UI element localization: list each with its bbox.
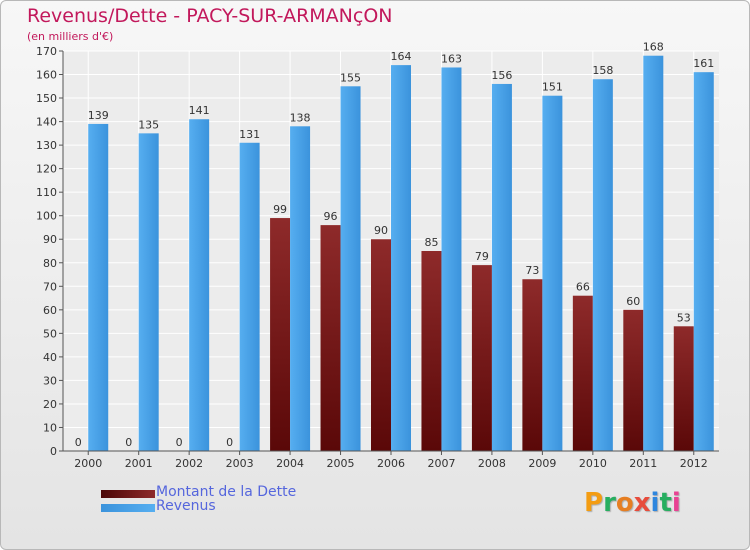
y-tick-label: 30 xyxy=(43,374,57,387)
chart-title: Revenus/Dette - PACY-SUR-ARMANçON xyxy=(27,5,393,27)
bar-revenus xyxy=(542,95,563,452)
data-label-revenus: 161 xyxy=(693,57,714,70)
data-label-revenus: 151 xyxy=(542,81,563,94)
data-label-revenus: 155 xyxy=(340,71,361,84)
x-tick-label: 2007 xyxy=(427,457,455,470)
bar-revenus xyxy=(340,86,361,451)
data-label-dette: 0 xyxy=(176,436,183,449)
y-tick-label: 60 xyxy=(43,304,57,317)
y-tick-label: 90 xyxy=(43,233,57,246)
y-tick-label: 140 xyxy=(36,116,57,129)
bar-revenus xyxy=(441,67,462,452)
data-label-dette: 0 xyxy=(75,436,82,449)
x-tick-label: 2012 xyxy=(680,457,708,470)
data-label-revenus: 156 xyxy=(491,69,512,82)
data-label-dette: 66 xyxy=(576,281,590,294)
x-tick-label: 2001 xyxy=(125,457,153,470)
bar-dette xyxy=(421,251,442,451)
data-label-dette: 85 xyxy=(424,236,438,249)
y-tick-label: 170 xyxy=(36,45,57,58)
y-tick-label: 130 xyxy=(36,139,57,152)
y-tick-label: 10 xyxy=(43,421,57,434)
bar-dette xyxy=(320,225,341,451)
logo-letter: i xyxy=(671,488,681,518)
bar-revenus xyxy=(88,123,109,452)
legend-label-dette: Montant de la Dette xyxy=(156,484,297,500)
x-tick-label: 2005 xyxy=(327,457,355,470)
legend-swatch-revenus xyxy=(101,504,155,512)
data-label-revenus: 168 xyxy=(643,41,664,54)
data-label-dette: 90 xyxy=(374,224,388,237)
data-label-dette: 60 xyxy=(626,295,640,308)
data-label-dette: 53 xyxy=(677,311,691,324)
y-tick-label: 100 xyxy=(36,210,57,223)
bar-dette xyxy=(572,295,593,451)
bar-dette xyxy=(623,309,644,451)
data-label-dette: 96 xyxy=(324,210,338,223)
y-tick-label: 110 xyxy=(36,186,57,199)
data-label-revenus: 135 xyxy=(138,118,159,131)
bar-revenus xyxy=(290,126,311,451)
x-tick-label: 2004 xyxy=(276,457,304,470)
chart-subtitle: (en milliers d'€) xyxy=(27,30,114,43)
data-label-revenus: 163 xyxy=(441,52,462,65)
bar-revenus xyxy=(138,133,159,451)
y-tick-label: 20 xyxy=(43,398,57,411)
bar-revenus xyxy=(491,83,512,452)
x-tick-label: 2002 xyxy=(175,457,203,470)
bar-revenus xyxy=(592,79,613,451)
data-label-dette: 0 xyxy=(226,436,233,449)
bar-dette xyxy=(270,218,291,451)
bar-dette xyxy=(673,326,694,451)
bar-revenus xyxy=(643,55,664,452)
bar-revenus xyxy=(391,65,411,451)
logo-letter: i xyxy=(650,488,660,518)
data-label-revenus: 141 xyxy=(189,104,210,117)
y-tick-label: 150 xyxy=(36,92,57,105)
x-tick-label: 2008 xyxy=(478,457,506,470)
x-tick-label: 2000 xyxy=(74,457,102,470)
data-label-dette: 0 xyxy=(125,436,132,449)
x-tick-label: 2010 xyxy=(579,457,607,470)
x-tick-label: 2006 xyxy=(377,457,405,470)
logo-letter: r xyxy=(603,488,616,518)
x-tick-label: 2003 xyxy=(226,457,254,470)
y-tick-label: 50 xyxy=(43,327,57,340)
legend-label-revenus: Revenus xyxy=(156,498,216,514)
bar-revenus xyxy=(189,119,210,451)
bar-revenus xyxy=(693,72,714,452)
data-label-dette: 79 xyxy=(475,250,489,263)
proxiti-logo: Proxiti xyxy=(584,488,681,518)
logo-letter: o xyxy=(615,488,634,518)
data-label-revenus: 139 xyxy=(88,109,109,122)
y-tick-label: 120 xyxy=(36,163,57,176)
data-label-revenus: 158 xyxy=(592,64,613,77)
data-label-revenus: 131 xyxy=(239,128,260,141)
y-tick-label: 40 xyxy=(43,351,57,364)
data-label-dette: 99 xyxy=(273,203,287,216)
bar-dette xyxy=(522,279,543,451)
x-tick-label: 2009 xyxy=(528,457,556,470)
x-tick-label: 2011 xyxy=(629,457,657,470)
data-label-revenus: 164 xyxy=(391,50,412,63)
bar-revenus xyxy=(239,142,260,451)
y-tick-label: 160 xyxy=(36,69,57,82)
legend-swatch-dette xyxy=(101,490,155,498)
y-tick-label: 80 xyxy=(43,257,57,270)
data-label-revenus: 138 xyxy=(290,111,311,124)
logo-letter: x xyxy=(633,488,651,518)
bar-dette xyxy=(471,265,492,451)
logo-letter: t xyxy=(659,488,672,518)
data-label-dette: 73 xyxy=(525,264,539,277)
bar-dette xyxy=(371,239,391,451)
logo-letter: P xyxy=(584,488,604,518)
y-tick-label: 70 xyxy=(43,280,57,293)
y-tick-label: 0 xyxy=(50,445,57,458)
